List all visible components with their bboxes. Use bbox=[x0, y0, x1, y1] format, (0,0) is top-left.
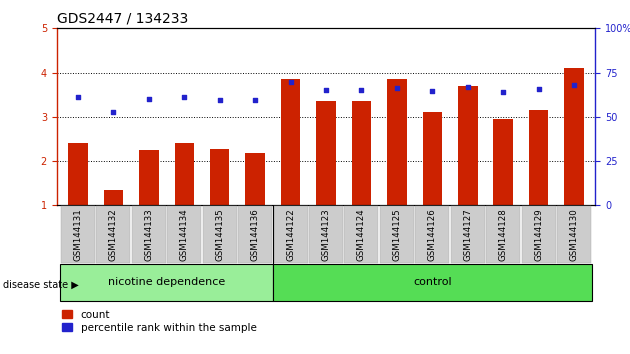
Point bbox=[73, 94, 83, 100]
Text: disease state ▶: disease state ▶ bbox=[3, 280, 79, 290]
Text: GSM144130: GSM144130 bbox=[570, 208, 578, 261]
Point bbox=[462, 84, 472, 90]
Text: GSM144131: GSM144131 bbox=[74, 208, 83, 261]
Text: GSM144129: GSM144129 bbox=[534, 208, 543, 261]
FancyBboxPatch shape bbox=[451, 206, 485, 263]
FancyBboxPatch shape bbox=[238, 206, 272, 263]
Text: GDS2447 / 134233: GDS2447 / 134233 bbox=[57, 12, 188, 26]
Text: nicotine dependence: nicotine dependence bbox=[108, 277, 225, 287]
FancyBboxPatch shape bbox=[309, 206, 343, 263]
Bar bbox=[68, 143, 88, 205]
FancyBboxPatch shape bbox=[273, 264, 592, 301]
Point bbox=[285, 80, 295, 85]
Bar bbox=[316, 101, 336, 205]
Bar bbox=[210, 149, 229, 205]
Text: GSM144125: GSM144125 bbox=[392, 208, 401, 261]
Text: GSM144124: GSM144124 bbox=[357, 208, 366, 261]
Point bbox=[321, 87, 331, 93]
Text: GSM144136: GSM144136 bbox=[251, 208, 260, 261]
Point bbox=[215, 97, 225, 103]
Text: control: control bbox=[413, 277, 452, 287]
Point bbox=[498, 90, 508, 95]
Bar bbox=[139, 150, 159, 205]
Point bbox=[357, 87, 367, 93]
Bar bbox=[529, 110, 548, 205]
Text: GSM144122: GSM144122 bbox=[286, 208, 295, 261]
Point bbox=[179, 94, 189, 100]
Text: GSM144126: GSM144126 bbox=[428, 208, 437, 261]
Point bbox=[144, 96, 154, 102]
Text: GSM144132: GSM144132 bbox=[109, 208, 118, 261]
Point bbox=[427, 88, 437, 94]
FancyBboxPatch shape bbox=[522, 206, 556, 263]
FancyBboxPatch shape bbox=[96, 206, 130, 263]
Point bbox=[108, 109, 118, 114]
Bar bbox=[104, 190, 123, 205]
FancyBboxPatch shape bbox=[486, 206, 520, 263]
Text: GSM144123: GSM144123 bbox=[321, 208, 331, 261]
FancyBboxPatch shape bbox=[415, 206, 449, 263]
Bar bbox=[175, 143, 194, 205]
Text: GSM144134: GSM144134 bbox=[180, 208, 189, 261]
Bar bbox=[564, 68, 584, 205]
Bar bbox=[352, 101, 371, 205]
FancyBboxPatch shape bbox=[132, 206, 166, 263]
FancyBboxPatch shape bbox=[557, 206, 591, 263]
FancyBboxPatch shape bbox=[203, 206, 237, 263]
Point bbox=[250, 97, 260, 103]
Bar bbox=[493, 119, 513, 205]
FancyBboxPatch shape bbox=[61, 206, 95, 263]
FancyBboxPatch shape bbox=[273, 206, 307, 263]
Text: GSM144128: GSM144128 bbox=[499, 208, 508, 261]
Point bbox=[569, 82, 579, 88]
FancyBboxPatch shape bbox=[380, 206, 414, 263]
Bar bbox=[281, 79, 301, 205]
FancyBboxPatch shape bbox=[345, 206, 379, 263]
FancyBboxPatch shape bbox=[167, 206, 202, 263]
FancyBboxPatch shape bbox=[60, 264, 273, 301]
Bar bbox=[458, 86, 478, 205]
Point bbox=[534, 87, 544, 92]
Bar bbox=[423, 113, 442, 205]
Bar bbox=[246, 153, 265, 205]
Text: GSM144135: GSM144135 bbox=[215, 208, 224, 261]
Text: GSM144127: GSM144127 bbox=[463, 208, 472, 261]
Legend: count, percentile rank within the sample: count, percentile rank within the sample bbox=[62, 310, 256, 333]
Bar bbox=[387, 79, 406, 205]
Text: GSM144133: GSM144133 bbox=[144, 208, 153, 261]
Point bbox=[392, 85, 402, 91]
